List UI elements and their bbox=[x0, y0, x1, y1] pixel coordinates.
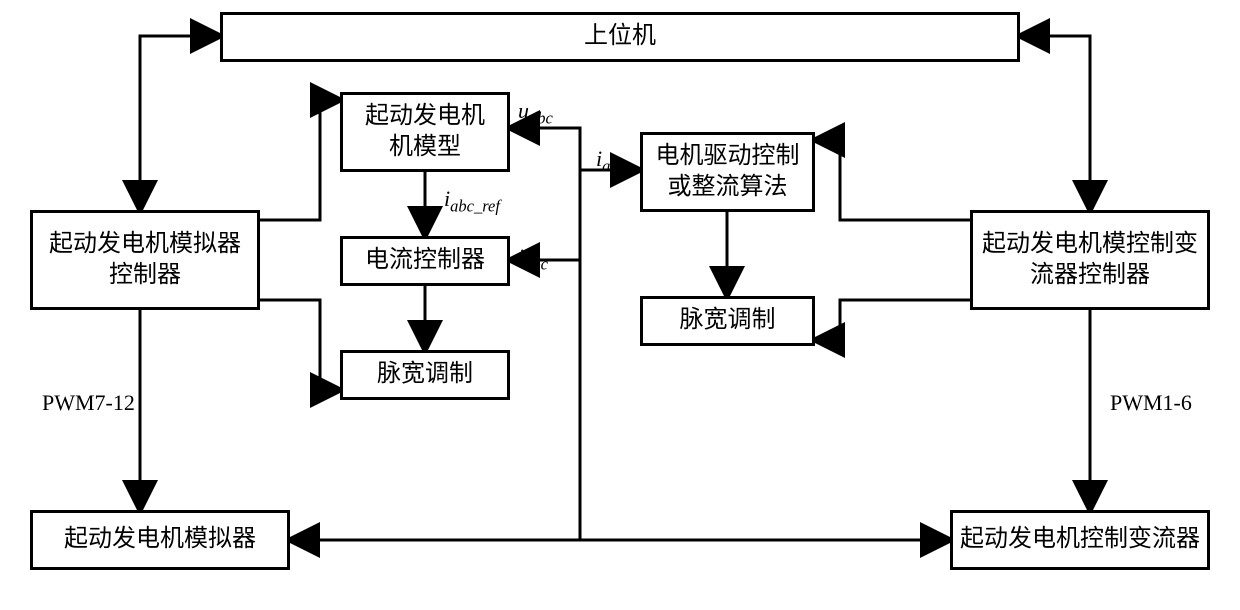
convCtrl-box: 起动发电机模控制变流器控制器 bbox=[970, 210, 1210, 310]
pwm2-box: 脉宽调制 bbox=[640, 296, 815, 346]
iabcref-label: iabc_ref bbox=[444, 186, 500, 216]
pwm1-box: 脉宽调制 bbox=[340, 350, 510, 400]
pwm712-label: PWM7-12 bbox=[42, 390, 135, 416]
curCtrl-box: 电流控制器 bbox=[340, 236, 510, 286]
iabc2-label: iabc bbox=[518, 244, 548, 274]
simCtrl-box: 起动发电机模拟器控制器 bbox=[30, 210, 260, 310]
host-box: 上位机 bbox=[220, 12, 1020, 62]
iabc1-label: iabc bbox=[596, 146, 626, 176]
simulator-box: 起动发电机模拟器 bbox=[30, 510, 290, 570]
drive-box: 电机驱动控制或整流算法 bbox=[640, 132, 815, 212]
converter-box: 起动发电机控制变流器 bbox=[950, 510, 1210, 570]
uabc-label: uabc bbox=[518, 98, 553, 128]
model-box: 起动发电机机模型 bbox=[340, 92, 510, 172]
pwm16-label: PWM1-6 bbox=[1110, 390, 1192, 416]
